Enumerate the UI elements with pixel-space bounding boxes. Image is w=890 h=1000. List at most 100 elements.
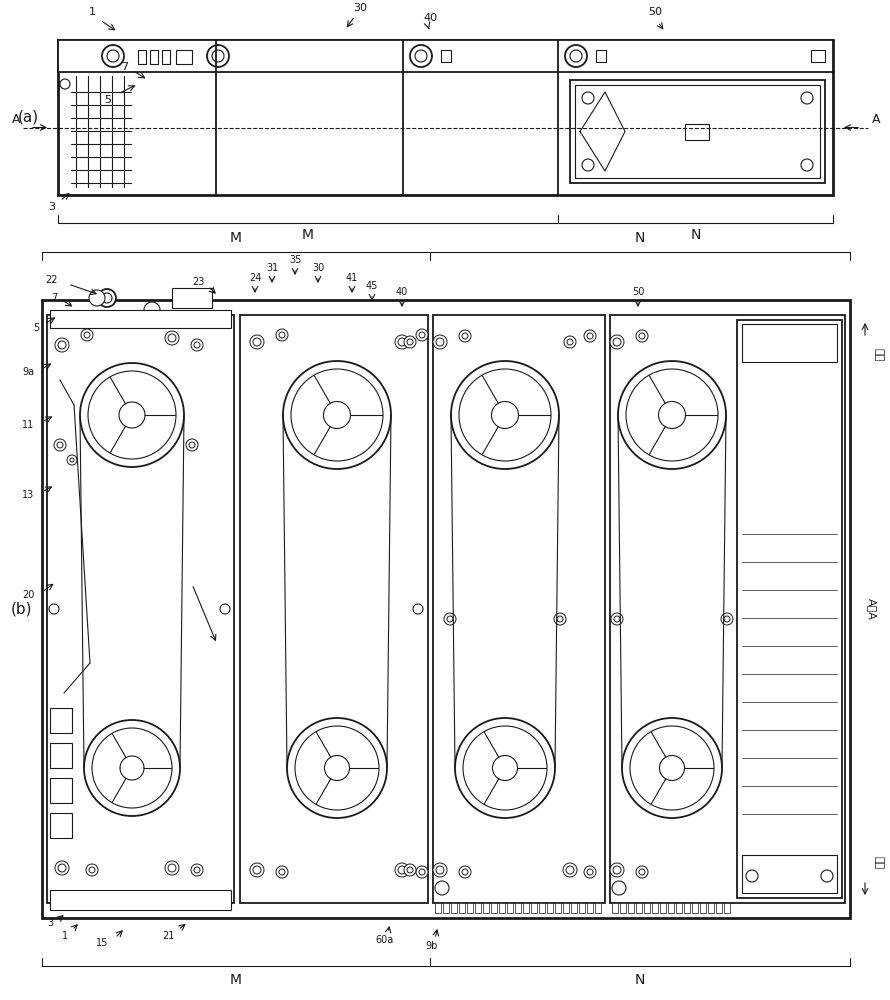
Text: (b): (b)	[12, 601, 33, 616]
Text: 7: 7	[121, 62, 128, 72]
Circle shape	[194, 867, 200, 873]
Bar	[499, 903, 505, 913]
Text: 1: 1	[88, 7, 95, 17]
Text: 40: 40	[423, 13, 437, 23]
Circle shape	[279, 869, 285, 875]
Bar	[563, 903, 569, 913]
Circle shape	[58, 341, 66, 349]
Bar	[539, 903, 545, 913]
Circle shape	[415, 50, 427, 62]
Circle shape	[587, 869, 593, 875]
Circle shape	[582, 159, 594, 171]
Circle shape	[582, 92, 594, 104]
Text: M: M	[230, 973, 242, 987]
Circle shape	[801, 159, 813, 171]
Bar	[628, 903, 634, 913]
Circle shape	[186, 439, 198, 451]
Text: A－A: A－A	[867, 598, 877, 620]
Bar	[595, 903, 601, 913]
Circle shape	[98, 289, 116, 307]
Circle shape	[743, 866, 751, 874]
Circle shape	[80, 363, 184, 467]
Circle shape	[746, 870, 758, 882]
Text: 20: 20	[22, 590, 34, 600]
Bar	[579, 903, 585, 913]
Text: 50: 50	[632, 287, 644, 297]
Circle shape	[492, 756, 517, 780]
Circle shape	[410, 45, 432, 67]
Bar	[531, 903, 537, 913]
Text: 7: 7	[51, 293, 57, 303]
Bar	[507, 903, 513, 913]
Text: 1: 1	[62, 931, 68, 941]
Circle shape	[436, 338, 444, 346]
Circle shape	[220, 604, 230, 614]
Bar	[676, 903, 682, 913]
Circle shape	[630, 726, 714, 810]
Circle shape	[55, 861, 69, 875]
Bar	[652, 903, 658, 913]
Text: N: N	[635, 973, 645, 987]
Circle shape	[253, 338, 261, 346]
Circle shape	[194, 342, 200, 348]
Bar	[700, 903, 706, 913]
Circle shape	[189, 442, 195, 448]
Circle shape	[554, 613, 566, 625]
Circle shape	[54, 439, 66, 451]
Circle shape	[462, 333, 468, 339]
Circle shape	[276, 329, 288, 341]
Circle shape	[626, 369, 718, 461]
Bar	[50, 743, 72, 768]
Circle shape	[89, 867, 95, 873]
Circle shape	[88, 371, 176, 459]
Circle shape	[212, 50, 224, 62]
Circle shape	[451, 361, 559, 469]
Circle shape	[416, 329, 428, 341]
Text: (a): (a)	[18, 110, 38, 125]
Circle shape	[436, 866, 444, 874]
Text: 45: 45	[366, 281, 378, 291]
Bar	[716, 903, 722, 913]
Circle shape	[584, 330, 596, 342]
Circle shape	[102, 45, 124, 67]
Bar	[636, 903, 642, 913]
Circle shape	[395, 863, 409, 877]
Circle shape	[165, 861, 179, 875]
Circle shape	[622, 718, 722, 818]
Circle shape	[191, 339, 203, 351]
Circle shape	[447, 616, 453, 622]
Circle shape	[639, 869, 645, 875]
Text: 15: 15	[96, 938, 109, 948]
Circle shape	[557, 616, 563, 622]
Text: 11: 11	[22, 420, 34, 430]
Bar	[587, 903, 593, 913]
Circle shape	[759, 333, 765, 339]
Circle shape	[413, 604, 423, 614]
Circle shape	[404, 336, 416, 348]
Circle shape	[86, 864, 98, 876]
Circle shape	[407, 867, 413, 873]
Circle shape	[144, 302, 160, 318]
Circle shape	[563, 863, 577, 877]
Bar	[443, 903, 449, 913]
Bar	[451, 903, 457, 913]
Bar	[172, 288, 212, 308]
Circle shape	[416, 866, 428, 878]
Circle shape	[419, 332, 425, 338]
Text: N: N	[691, 228, 700, 242]
Bar	[441, 50, 451, 62]
Circle shape	[67, 455, 77, 465]
Circle shape	[612, 881, 626, 895]
Bar	[50, 778, 72, 803]
Circle shape	[821, 870, 833, 882]
Bar	[547, 903, 553, 913]
Bar	[575, 85, 820, 178]
Circle shape	[325, 756, 350, 780]
Text: 3: 3	[47, 918, 53, 928]
Circle shape	[565, 45, 587, 67]
Text: 背面: 背面	[873, 856, 883, 870]
Circle shape	[295, 726, 379, 810]
Circle shape	[433, 335, 447, 349]
Circle shape	[724, 616, 730, 622]
Bar	[742, 324, 837, 362]
